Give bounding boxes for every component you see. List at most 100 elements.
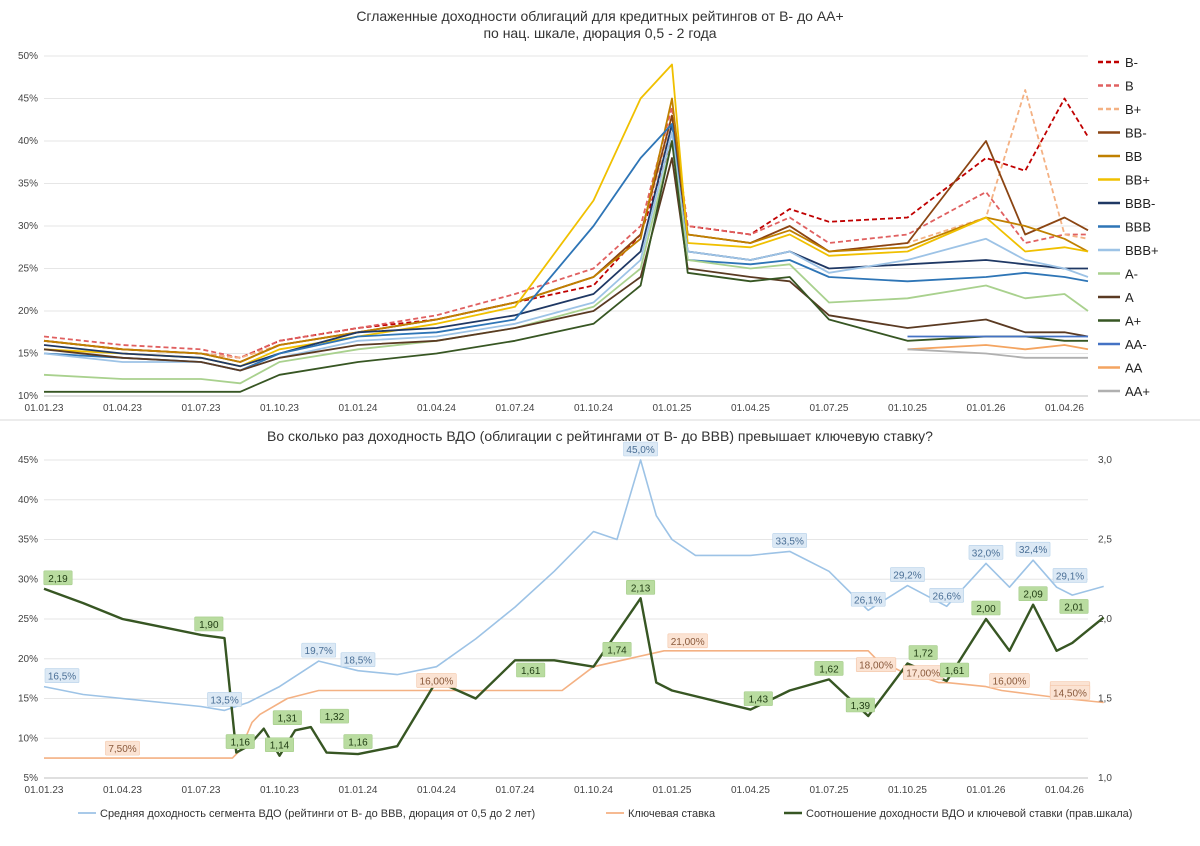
- yield-label: 33,5%: [776, 536, 804, 547]
- rate-label-box: [667, 633, 708, 649]
- yield-label: 13,5%: [210, 695, 238, 706]
- x-tick-label: 01.01.24: [339, 403, 378, 414]
- x-tick-label: 01.01.25: [653, 785, 692, 796]
- x-tick-label: 01.10.24: [574, 403, 613, 414]
- chart2-y-ticks-right: 1,0 1,5 2,0 2,5 3,0: [1098, 455, 1112, 784]
- rate-label: 14,50%: [1053, 688, 1087, 699]
- y-tick-label: 20%: [18, 306, 38, 317]
- y-tick-label-left: 20%: [18, 654, 38, 665]
- yield-label-box: [968, 545, 1004, 560]
- yield-label: 45,0%: [626, 445, 654, 456]
- ratio-label: 1,16: [231, 738, 251, 749]
- y-tick-label: 30%: [18, 221, 38, 232]
- ratio-label: 1,43: [749, 695, 769, 706]
- x-tick-label: 01.04.23: [103, 785, 142, 796]
- x-tick-label: 01.01.23: [25, 403, 64, 414]
- y-tick-label: 50%: [18, 51, 38, 62]
- y-tick-label-left: 45%: [18, 455, 38, 466]
- ratio-label: 2,19: [48, 574, 68, 585]
- y-tick-label: 45%: [18, 94, 38, 105]
- ratio-label-box: [743, 691, 773, 706]
- y-tick-label: 25%: [18, 264, 38, 275]
- ratio-label: 1,74: [607, 645, 627, 656]
- y-tick-label-left: 10%: [18, 733, 38, 744]
- y-tick-label-left: 40%: [18, 495, 38, 506]
- yield-label: 18,5%: [344, 656, 372, 667]
- yield-label-box: [301, 642, 337, 658]
- legend-label: BBB-: [1125, 196, 1155, 211]
- x-tick-label: 01.10.25: [888, 403, 927, 414]
- yield-label-box: [890, 567, 925, 582]
- yield-label: 26,6%: [933, 591, 961, 602]
- x-tick-label: 01.04.25: [731, 403, 770, 414]
- yield-label: 29,1%: [1056, 571, 1084, 582]
- ratio-label: 1,39: [851, 701, 871, 712]
- yield-label: 26,1%: [854, 595, 882, 606]
- y-tick-label: 35%: [18, 179, 38, 190]
- x-tick-label: 01.10.23: [260, 403, 299, 414]
- yield-label-box: [623, 441, 658, 457]
- ratio-label: 2,00: [976, 604, 996, 615]
- ratio-label-box: [626, 580, 656, 595]
- x-tick-label: 01.04.25: [731, 785, 770, 796]
- chart1-series: [43, 63, 1089, 393]
- yield-label-box: [340, 652, 376, 667]
- y-tick-label: 10%: [18, 391, 38, 402]
- hy-ratio-chart: Во сколько раз доходность ВДО (облигации…: [18, 428, 1132, 820]
- chart2-y-ticks-left: 5% 10% 15% 20% 25% 30% 35% 40% 45%: [18, 455, 38, 784]
- rate-label: 7,50%: [108, 744, 136, 755]
- x-tick-label: 01.07.25: [809, 785, 848, 796]
- legend-label: Ключевая ставка: [628, 808, 716, 820]
- x-tick-label: 01.01.23: [25, 785, 64, 796]
- rate-label: 18,00%: [859, 661, 893, 672]
- legend-label: B+: [1125, 102, 1141, 117]
- legend-label: BBB+: [1125, 243, 1159, 258]
- yield-label-box: [44, 668, 80, 683]
- x-tick-label: 01.04.23: [103, 403, 142, 414]
- ratio-label: 1,14: [270, 741, 290, 752]
- x-tick-label: 01.07.25: [809, 403, 848, 414]
- ratio-label-box: [1059, 599, 1089, 614]
- chart1-gridlines: [44, 55, 1088, 397]
- series-line-AA-plus: [907, 348, 1088, 359]
- x-tick-label: 01.10.23: [260, 785, 299, 796]
- ratio-label-box: [264, 737, 294, 753]
- ratio-label: 1,61: [521, 666, 541, 677]
- ratio-label-box: [272, 710, 302, 726]
- chart1-y-ticks: 10% 15% 20% 25% 30% 35% 40% 45% 50%: [18, 51, 38, 402]
- yield-label-box: [929, 587, 965, 603]
- y-tick-label-left: 30%: [18, 574, 38, 585]
- x-tick-label: 01.07.24: [496, 403, 535, 414]
- yield-label: 32,0%: [972, 548, 1000, 559]
- legend-label: AA-: [1125, 337, 1147, 352]
- ratio-label-box: [43, 570, 73, 586]
- x-tick-label: 01.10.24: [574, 785, 613, 796]
- legend-label: BB: [1125, 149, 1142, 164]
- rate-label: 21,00%: [671, 637, 705, 648]
- ratio-label: 1,16: [348, 738, 368, 749]
- yield-label: 16,5%: [48, 672, 76, 683]
- x-tick-label: 01.10.25: [888, 785, 927, 796]
- rate-label-box: [1049, 685, 1091, 700]
- yield-label-box: [207, 692, 242, 707]
- x-tick-label: 01.07.23: [182, 785, 221, 796]
- ratio-label: 2,01: [1064, 602, 1084, 613]
- rate-label-box: [105, 740, 140, 756]
- chart1-x-ticks: 01.01.23 01.04.23 01.07.23 01.10.23 01.01.24…: [25, 403, 1085, 414]
- yield-label-box: [772, 533, 808, 548]
- ratio-label-box: [516, 662, 546, 678]
- x-tick-label: 01.04.26: [1045, 785, 1084, 796]
- ratio-label: 1,72: [913, 649, 933, 660]
- legend-label: BB-: [1125, 126, 1147, 141]
- legend-label: AA: [1125, 361, 1143, 376]
- yield-label-box: [1015, 541, 1051, 557]
- ratio-label-box: [845, 697, 875, 713]
- ratio-label-box: [602, 642, 632, 657]
- ratio-label: 1,32: [325, 712, 345, 723]
- chart2-legend: Средняя доходность сегмента ВДО (рейтинг…: [78, 808, 1132, 820]
- ratio-label-box: [1018, 586, 1048, 601]
- legend-label: B: [1125, 79, 1134, 94]
- chart1-title: Сглаженные доходности облигаций для кред…: [356, 8, 843, 24]
